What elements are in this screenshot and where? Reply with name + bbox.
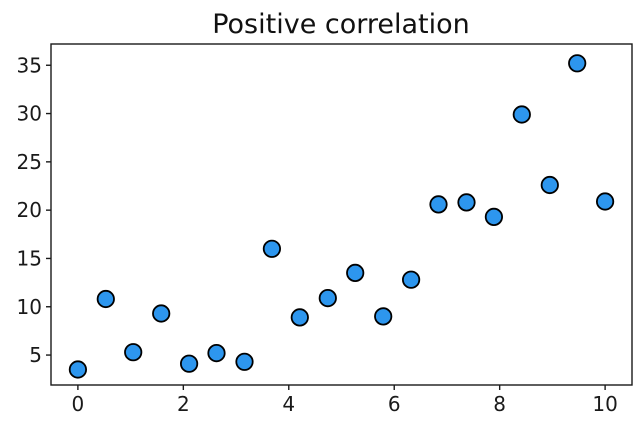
- y-tick-label: 15: [17, 246, 42, 270]
- scatter-point: [262, 239, 281, 258]
- scatter-point: [457, 193, 476, 212]
- scatter-point: [374, 307, 393, 326]
- scatter-point: [68, 360, 88, 379]
- scatter-point: [180, 354, 199, 373]
- y-tick-label: 35: [17, 53, 42, 77]
- y-tick-label: 20: [17, 198, 42, 222]
- scatter-point: [207, 343, 226, 363]
- x-tick-label: 0: [72, 392, 85, 416]
- x-tick-label: 2: [177, 392, 190, 416]
- axis-ticks: 0 2 4 6 8 10 5 10 15 20 25 30 35: [17, 53, 618, 416]
- axes-frame: [50, 43, 633, 386]
- scatter-point: [318, 288, 337, 308]
- y-tick-label: 5: [29, 343, 42, 367]
- chart-title: Positive correlation: [212, 9, 470, 40]
- y-tick-label: 10: [17, 295, 42, 319]
- scatter-point: [401, 270, 421, 289]
- scatter-point: [124, 343, 143, 362]
- x-tick-label: 6: [388, 392, 401, 416]
- scatter-point: [346, 263, 365, 282]
- scatter-point: [540, 175, 559, 195]
- scatter-point: [290, 308, 309, 327]
- x-tick-label: 4: [282, 392, 295, 416]
- x-tick-label: 10: [592, 392, 617, 416]
- plot-border: [50, 43, 633, 386]
- scatter-points: [68, 54, 615, 379]
- scatter-point: [595, 192, 615, 211]
- x-tick-label: 8: [493, 392, 506, 416]
- scatter-point: [235, 352, 254, 371]
- scatter-point: [96, 289, 115, 309]
- scatter-point: [568, 54, 587, 73]
- scatter-point: [152, 304, 171, 323]
- scatter-point: [512, 105, 531, 124]
- scatter-point: [484, 207, 503, 226]
- scatter-point: [429, 195, 448, 214]
- y-tick-label: 30: [17, 102, 42, 126]
- y-tick-label: 25: [17, 150, 42, 174]
